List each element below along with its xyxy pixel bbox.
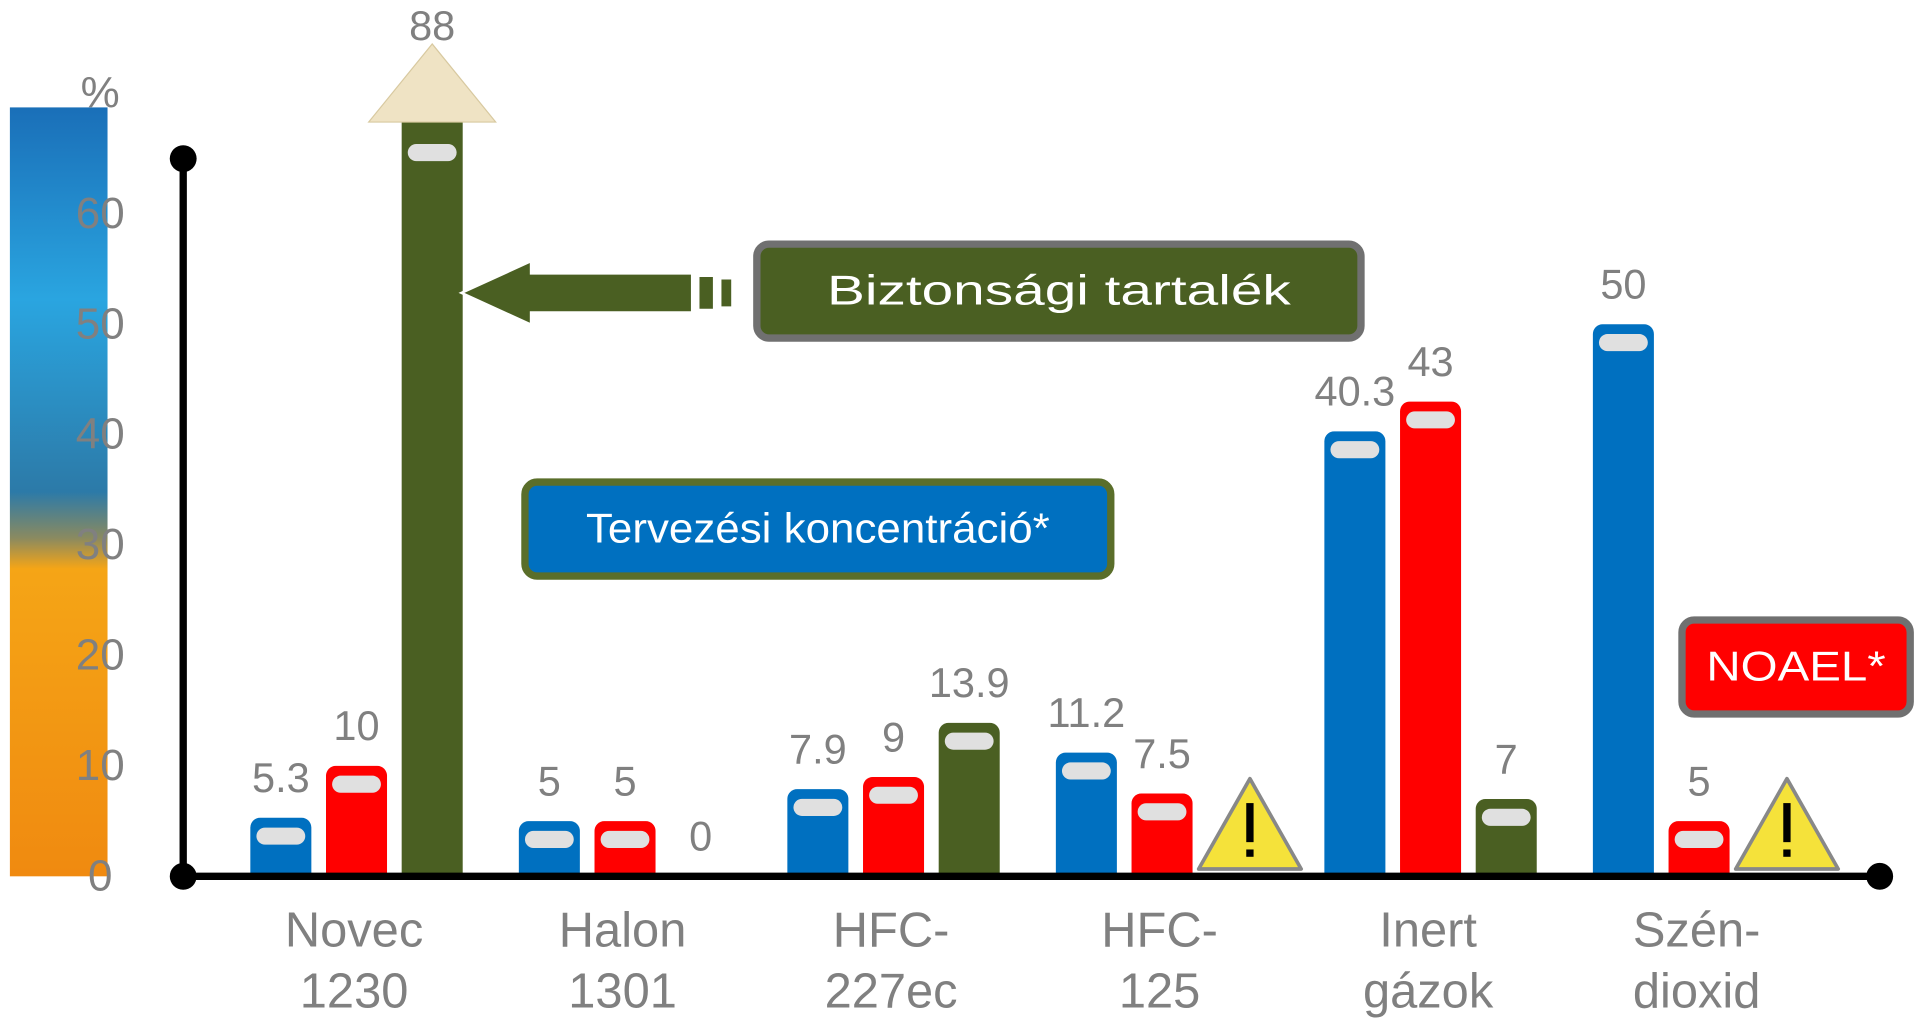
y-tick-label: 20	[76, 631, 125, 680]
y-axis-unit: %	[81, 68, 120, 117]
value-label: 40.3	[1315, 368, 1396, 415]
bar-highlight	[1062, 762, 1111, 779]
axis-end	[170, 145, 197, 172]
bar	[1593, 324, 1654, 883]
value-label: 11.2	[1048, 689, 1126, 736]
bar-highlight	[945, 733, 994, 750]
bar-highlight	[1482, 809, 1531, 826]
x-tick-label: Halon	[559, 904, 687, 958]
x-tick-label: gázok	[1363, 965, 1494, 1019]
value-label: 10	[333, 702, 379, 749]
legend-label: NOAEL*	[1706, 642, 1885, 689]
value-label: 88	[409, 2, 455, 49]
warning-dot	[1246, 849, 1253, 856]
x-tick-label: HFC-	[833, 904, 950, 958]
bar	[402, 0, 463, 884]
overflow-marker	[369, 44, 496, 122]
arrow-dash	[720, 278, 732, 307]
legend-label: Tervezési koncentráció*	[586, 504, 1050, 551]
x-tick-label: HFC-	[1101, 904, 1218, 958]
bar-highlight	[1599, 334, 1648, 351]
warning-dot	[1783, 849, 1790, 856]
x-tick-label: 227ec	[825, 965, 958, 1019]
bar-highlight	[256, 828, 305, 845]
warning-bar	[1246, 803, 1253, 842]
bar-highlight	[1406, 411, 1455, 428]
bar-highlight	[1675, 831, 1724, 848]
y-tick-label: 10	[76, 741, 125, 790]
bar	[1324, 431, 1385, 883]
warning-bar	[1783, 803, 1790, 842]
bar-highlight	[601, 831, 650, 848]
value-label: 5	[538, 757, 561, 804]
value-label: 7	[1495, 735, 1518, 782]
y-tick-label: 60	[76, 189, 125, 238]
x-tick-label: 1230	[300, 965, 409, 1019]
bar-highlight	[1330, 441, 1379, 458]
warning-icon	[1736, 779, 1839, 869]
axis-end	[170, 863, 197, 890]
chart: % 0102030405060Novec12305.31088Halon1301…	[0, 0, 1914, 1024]
arrow	[461, 261, 692, 324]
arrow-dash	[698, 276, 714, 310]
y-tick-label: 30	[76, 520, 125, 569]
page: % 0102030405060Novec12305.31088Halon1301…	[0, 0, 1914, 1024]
legend-label: Biztonsági tartalék	[827, 266, 1291, 313]
axis-end	[1866, 863, 1893, 890]
value-label: 7.5	[1133, 730, 1191, 777]
x-tick-label: dioxid	[1633, 965, 1761, 1019]
value-label: 0	[689, 813, 712, 860]
x-tick-label: Inert	[1379, 904, 1477, 958]
y-tick-label: 50	[76, 299, 125, 348]
x-tick-label: 125	[1119, 965, 1200, 1019]
bar-highlight	[408, 144, 457, 161]
bar-highlight	[332, 776, 381, 793]
value-label: 7.9	[789, 725, 847, 772]
value-label: 43	[1407, 338, 1453, 385]
value-label: 5	[613, 757, 636, 804]
bar-highlight	[869, 787, 918, 804]
x-tick-label: Novec	[285, 904, 423, 958]
x-tick-label: 1301	[568, 965, 677, 1019]
value-label: 50	[1600, 261, 1646, 308]
y-tick-label: 0	[88, 851, 112, 900]
value-label: 9	[882, 713, 905, 760]
bar-highlight	[1138, 803, 1187, 820]
value-label: 5	[1688, 757, 1711, 804]
value-label: 13.9	[929, 659, 1010, 706]
warning-icon	[1199, 779, 1302, 869]
x-tick-label: Szén-	[1633, 904, 1761, 958]
value-label: 5.3	[252, 754, 310, 801]
bar-highlight	[525, 831, 574, 848]
bar-highlight	[793, 799, 842, 816]
y-tick-label: 40	[76, 410, 125, 459]
bar	[1400, 402, 1461, 884]
